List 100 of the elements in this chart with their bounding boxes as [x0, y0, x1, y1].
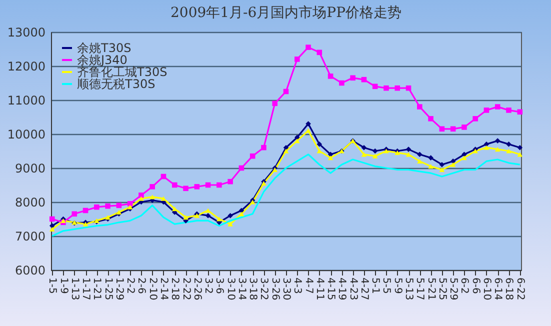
point	[183, 186, 188, 192]
point	[417, 104, 422, 110]
point	[49, 226, 55, 232]
legend-label: 余姚J340	[77, 53, 128, 67]
point	[228, 222, 233, 226]
point	[494, 138, 500, 144]
y-tick-label: 11000	[7, 94, 46, 108]
x-tick-label: 1-21	[91, 278, 102, 300]
point	[127, 201, 133, 206]
x-tick-label: 4-7	[302, 278, 314, 294]
point	[450, 158, 456, 164]
x-tick-label: 4-11	[314, 278, 325, 300]
point	[194, 184, 200, 190]
point	[138, 196, 144, 201]
point	[205, 212, 211, 218]
x-tick-label: 5-29	[448, 278, 459, 300]
point	[72, 211, 78, 217]
x-tick-label: 2-22	[180, 278, 192, 300]
point	[172, 182, 178, 188]
legend-label: 齐鲁化工城T30S	[77, 65, 168, 79]
point	[261, 144, 266, 150]
x-tick-label: 4-3	[292, 278, 303, 294]
point	[384, 85, 389, 91]
y-tick-label: 10000	[7, 128, 46, 142]
point	[517, 109, 523, 115]
point	[428, 116, 434, 122]
y-tick-label: 12000	[7, 60, 46, 74]
point	[306, 44, 311, 50]
x-tick-label: 5-21	[425, 278, 436, 300]
y-tick-label: 13000	[7, 26, 46, 40]
point	[372, 154, 378, 158]
point	[294, 56, 300, 62]
point	[316, 142, 322, 147]
point	[394, 85, 400, 91]
point	[484, 145, 490, 150]
legend-label: 顺德无税T30S	[77, 77, 156, 91]
y-tick-label: 6000	[14, 264, 46, 278]
x-tick-label: 5-17	[414, 278, 426, 300]
point	[94, 204, 100, 210]
x-tick-label: 1-9	[58, 278, 69, 294]
x-tick-label: 2-18	[169, 278, 180, 300]
point	[316, 148, 322, 154]
point	[406, 152, 412, 157]
x-tick-label: 4-19	[336, 278, 348, 300]
x-tick-label: 6-18	[503, 278, 514, 300]
point	[428, 155, 434, 160]
point	[138, 192, 144, 198]
point	[105, 203, 110, 209]
line-series	[51, 154, 521, 237]
x-tick-label: 3-14	[236, 278, 247, 300]
x-tick-label: 1-17	[80, 278, 92, 300]
x-tick-label: 2-10	[146, 278, 158, 300]
x-tick-label: 5-25	[436, 278, 448, 300]
point	[228, 178, 233, 184]
x-tick-label: 3-2	[202, 278, 214, 294]
point	[150, 194, 155, 200]
x-tick-label: 2-2	[124, 278, 136, 294]
x-tick-label: 6-10	[480, 278, 492, 300]
point	[216, 216, 222, 222]
point	[216, 182, 222, 188]
point	[439, 162, 445, 168]
x-tick-label: 6-14	[492, 278, 504, 300]
point	[484, 108, 490, 113]
y-tick-label: 8000	[14, 196, 46, 210]
point	[350, 75, 356, 81]
chart-title: 2009年1月-6月国内市场PP价格走势	[170, 5, 402, 21]
point	[506, 142, 512, 147]
point	[450, 162, 456, 167]
point	[372, 148, 378, 154]
point	[417, 152, 422, 158]
point	[494, 147, 500, 152]
point	[462, 124, 467, 130]
point	[328, 156, 334, 160]
point	[339, 80, 344, 86]
x-tick-label: 3-18	[247, 278, 258, 300]
point	[361, 144, 367, 150]
x-tick-label: 2-26	[191, 278, 202, 300]
x-tick-label: 4-15	[325, 278, 336, 300]
x-tick-label: 1-5	[46, 278, 58, 294]
x-tick-label: 4-23	[347, 278, 358, 300]
x-tick-label: 6-6	[470, 278, 481, 294]
x-tick-label: 4-27	[358, 278, 370, 300]
point	[49, 223, 55, 228]
point	[462, 156, 467, 160]
x-tick-label: 1-25	[102, 278, 114, 300]
point	[428, 164, 434, 169]
legend-label: 余姚T30S	[77, 41, 132, 55]
point	[283, 148, 289, 154]
x-tick-label: 6-2	[458, 278, 470, 294]
point	[272, 100, 278, 106]
point	[328, 74, 334, 79]
x-tick-label: 3-22	[258, 278, 270, 300]
point	[506, 148, 512, 154]
x-tick-label: 5-1	[370, 278, 381, 294]
x-tick-label: 3-26	[269, 278, 280, 300]
x-tick-label: 1-13	[68, 278, 80, 300]
y-tick-label: 9000	[14, 162, 46, 176]
point	[517, 152, 523, 157]
point	[261, 181, 266, 186]
point	[494, 104, 500, 110]
